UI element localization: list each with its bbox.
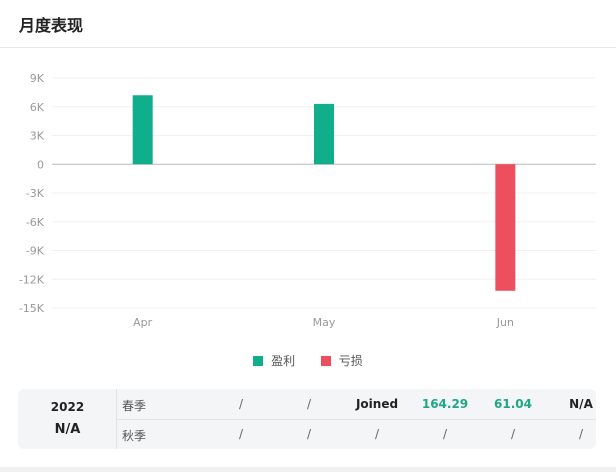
legend-item-loss[interactable]: 亏损 <box>320 352 363 369</box>
legend: 盈利 亏损 <box>0 352 616 369</box>
summary-cell: / <box>578 427 584 441</box>
summary-cell: N/A <box>569 397 593 411</box>
year-box: 2022 N/A <box>18 389 117 449</box>
y-tick-label: -9K <box>26 245 45 258</box>
year-label: 2022 <box>50 400 85 414</box>
legend-label-profit: 盈利 <box>271 354 296 368</box>
legend-label-loss: 亏损 <box>338 354 363 368</box>
summary-row-autumn: 秋季 / / / / / / <box>117 419 596 449</box>
y-tick-label: 9K <box>30 72 45 85</box>
legend-swatch-loss <box>320 356 331 366</box>
x-axis: Apr May Jun <box>133 316 514 329</box>
summary-cell: / <box>374 427 380 441</box>
y-tick-label: -12K <box>19 273 45 286</box>
monthly-performance-chart: 9K 6K 3K 0 -3K -6K -9K -12K -15K Apr May Jun <box>19 72 596 329</box>
y-tick-label: -3K <box>26 187 45 200</box>
y-tick-label: 6K <box>30 101 45 114</box>
legend-swatch-profit <box>253 356 264 366</box>
summary-cell: Joined <box>355 397 399 411</box>
bars <box>132 95 516 291</box>
summary-cell: / <box>238 397 244 411</box>
summary-cell: 61.04 <box>494 397 532 411</box>
y-tick-label: 0 <box>37 158 44 171</box>
bar-apr[interactable] <box>132 95 153 165</box>
y-tick-label: 3K <box>30 130 45 143</box>
summary-panel: 2022 N/A 春季 / / Joined 164.29 61.04 N/A … <box>18 389 596 449</box>
summary-cell: 164.29 <box>421 397 469 411</box>
x-tick-label: Jun <box>496 316 514 329</box>
page-title: 月度表现 <box>19 16 84 35</box>
y-tick-label: -15K <box>19 302 45 315</box>
bar-jun[interactable] <box>495 164 516 291</box>
y-axis: 9K 6K 3K 0 -3K -6K -9K -12K -15K <box>19 72 45 315</box>
summary-cell: / <box>306 397 312 411</box>
summary-cell: / <box>306 427 312 441</box>
row-label: 秋季 <box>122 429 147 443</box>
row-label: 春季 <box>122 399 147 413</box>
x-tick-label: May <box>313 316 336 329</box>
legend-item-profit[interactable]: 盈利 <box>253 352 295 369</box>
summary-row-spring: 春季 / / Joined 164.29 61.04 N/A <box>117 389 596 420</box>
header: 月度表现 <box>0 0 616 48</box>
y-tick-label: -6K <box>26 216 45 229</box>
summary-cell: / <box>238 427 244 441</box>
summary-cell: / <box>442 427 448 441</box>
footer-divider <box>0 467 616 472</box>
x-tick-label: Apr <box>133 316 153 329</box>
summary-cell: / <box>510 427 516 441</box>
bar-may[interactable] <box>314 103 334 165</box>
year-value: N/A <box>54 422 81 437</box>
